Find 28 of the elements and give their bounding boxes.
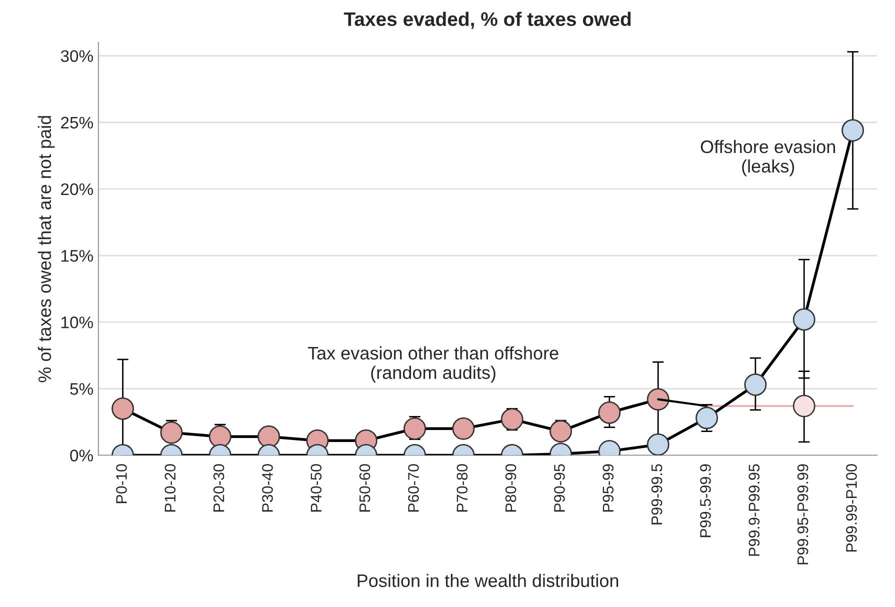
- y-axis-title: % of taxes owed that are not paid: [38, 116, 55, 382]
- x-tick-label: P50-60: [359, 464, 370, 512]
- y-tick-label: 10%: [62, 316, 93, 328]
- y-tick-label: 15%: [62, 250, 93, 262]
- y-tick-label: 5%: [70, 383, 93, 395]
- x-tick-label: P20-30: [213, 464, 224, 512]
- x-tick-label: P99.5-99.9: [700, 464, 711, 538]
- series-label: Offshore evasion (leaks): [700, 140, 836, 176]
- text: Tax evasion other than offshore (random audits): [308, 346, 558, 383]
- x-tick-label: P60-70: [408, 464, 419, 512]
- x-axis-title: Position in the wealth distribution: [358, 574, 618, 588]
- y-tick-label: 30%: [60, 50, 93, 62]
- chart-title: Taxes evaded, % of taxes owed: [344, 12, 631, 29]
- y-tick-label: 25%: [61, 116, 93, 129]
- x-tick-label: P90-95: [554, 464, 565, 512]
- x-tick-label: P99.9-P99.95: [748, 464, 760, 556]
- x-tick-label: P99.95-P99.99: [797, 464, 808, 564]
- x-tick-label: P99-99.5: [651, 464, 662, 524]
- x-tick-label: P80-90: [505, 464, 516, 512]
- x-tick-label: P10-20: [164, 464, 176, 512]
- y-tick-label: 20%: [61, 183, 93, 196]
- y-tick-label: 0%: [70, 450, 93, 462]
- x-tick-label: P40-50: [310, 464, 322, 512]
- x-tick-label: P99.99-P100: [846, 464, 857, 552]
- x-tick-label: P30-40: [262, 464, 273, 512]
- x-tick-label: P0-10: [116, 464, 127, 504]
- x-tick-label: P95-99: [602, 464, 614, 512]
- x-tick-label: P70-80: [456, 464, 468, 512]
